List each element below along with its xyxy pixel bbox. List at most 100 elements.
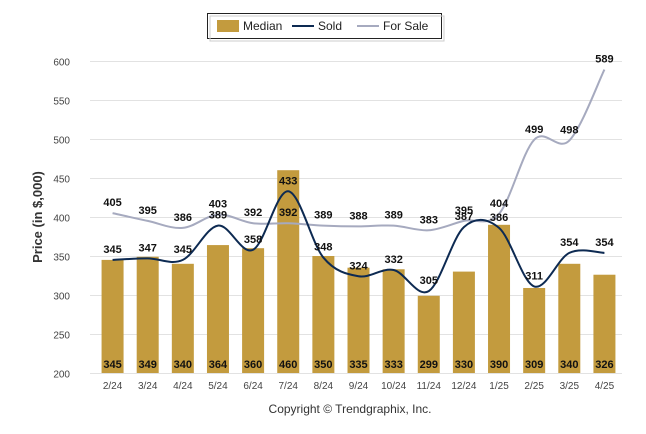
sold-label: 311: [525, 270, 543, 282]
legend-shadow: [209, 15, 445, 42]
sold-label: 387: [455, 211, 473, 223]
median-bar-label: 350: [314, 359, 332, 371]
y-tick-label: 400: [53, 214, 70, 225]
sold-label: 305: [420, 275, 438, 287]
median-bar-label: 349: [139, 359, 157, 371]
for-sale-label: 392: [244, 207, 262, 219]
for-sale-label: 386: [174, 212, 192, 224]
median-bar-label: 340: [174, 359, 192, 371]
legend-box: [207, 13, 442, 39]
x-tick-label: 3/25: [560, 381, 580, 392]
median-bar-label: 345: [103, 359, 121, 371]
legend-median-label: Median: [243, 19, 282, 33]
y-tick-label: 250: [53, 331, 70, 342]
median-bar: [171, 263, 194, 373]
for-sale-label: 392: [279, 207, 297, 219]
for-sale-label: 589: [595, 54, 613, 66]
median-bar: [452, 271, 475, 373]
median-bar: [523, 287, 546, 373]
median-bar-label: 364: [209, 359, 228, 371]
median-bar-label: 299: [420, 359, 438, 371]
x-tick-label: 7/24: [278, 381, 298, 392]
for-sale-label: 404: [490, 198, 509, 210]
x-tick-label: 11/24: [417, 381, 442, 392]
y-tick-label: 350: [53, 253, 70, 264]
data-labels: 345 349 340 364 360 460 350 335 333 299 330 390 309 3…: [103, 54, 614, 371]
line-series: [112, 69, 606, 294]
median-bar: [312, 256, 335, 373]
sold-label: 389: [209, 210, 227, 222]
median-bar: [488, 224, 511, 373]
median-bar: [593, 274, 616, 373]
median-bar-label: 330: [455, 359, 473, 371]
x-tick-label: 1/25: [489, 381, 509, 392]
x-tick-label: 12/24: [451, 381, 476, 392]
for-sale-label: 403: [209, 199, 227, 211]
median-bar: [347, 267, 370, 373]
x-tick-label: 2/25: [524, 381, 544, 392]
y-tick-label: 600: [53, 58, 70, 69]
median-bar-label: 360: [244, 359, 262, 371]
median-bar: [382, 269, 405, 373]
for-sale-label: 395: [455, 205, 473, 217]
y-tick-label: 200: [53, 370, 70, 381]
sold-label: 324: [349, 260, 368, 272]
sold-line: [112, 190, 605, 294]
x-tick-label: 9/24: [349, 381, 369, 392]
median-bar-label: 309: [525, 359, 543, 371]
x-tick-label: 8/24: [314, 381, 334, 392]
y-axis-ticks: 200 250 300 350 400 450 500 550 600: [53, 58, 70, 381]
y-tick-label: 450: [53, 175, 70, 186]
sold-label: 345: [103, 244, 121, 256]
x-tick-label: 6/24: [243, 381, 263, 392]
median-bar: [277, 170, 300, 373]
sold-label: 348: [314, 242, 332, 254]
for-sale-line: [112, 69, 606, 232]
for-sale-label: 498: [560, 125, 578, 137]
y-tick-label: 500: [53, 136, 70, 147]
x-tick-label: 5/24: [208, 381, 228, 392]
for-sale-label: 389: [384, 210, 402, 222]
sold-label: 332: [384, 254, 402, 266]
sold-label: 345: [174, 244, 192, 256]
sold-label: 386: [490, 212, 508, 224]
copyright-credit: Copyright © Trendgraphix, Inc.: [269, 402, 432, 416]
for-sale-label: 388: [349, 210, 367, 222]
x-tick-label: 4/24: [173, 381, 193, 392]
y-tick-label: 550: [53, 97, 70, 108]
x-tick-label: 10/24: [381, 381, 406, 392]
median-bar-label: 335: [349, 359, 367, 371]
for-sale-label: 395: [139, 205, 157, 217]
legend: Median Sold For Sale: [207, 13, 445, 42]
sold-label: 433: [279, 175, 297, 187]
x-tick-label: 2/24: [103, 381, 123, 392]
sold-label: 354: [595, 237, 614, 249]
median-bar: [558, 263, 581, 373]
y-axis-title: Price (in $,000): [30, 171, 45, 263]
legend-for-sale-label: For Sale: [383, 19, 429, 33]
median-bar: [101, 259, 124, 373]
median-bar: [242, 248, 265, 373]
median-bar-label: 460: [279, 359, 297, 371]
sold-label: 347: [139, 242, 157, 254]
legend-median-swatch: [217, 20, 239, 32]
x-axis-ticks: 2/24 3/24 4/24 5/24 6/24 7/24 8/24 9/24 10/24 11/…: [103, 381, 615, 392]
median-bar-label: 326: [595, 359, 613, 371]
median-bar-label: 333: [384, 359, 402, 371]
for-sale-label: 389: [314, 210, 332, 222]
for-sale-label: 499: [525, 124, 543, 136]
median-bar-label: 340: [560, 359, 578, 371]
for-sale-label: 383: [420, 214, 438, 226]
median-bars: [101, 170, 616, 373]
median-bar: [136, 256, 159, 373]
median-bar-label: 390: [490, 359, 508, 371]
sold-label: 354: [560, 237, 579, 249]
median-bar: [206, 245, 229, 373]
legend-sold-label: Sold: [318, 19, 342, 33]
y-tick-label: 300: [53, 292, 70, 303]
sold-label: 358: [244, 234, 262, 246]
x-tick-label: 4/25: [595, 381, 615, 392]
x-tick-label: 3/24: [138, 381, 158, 392]
